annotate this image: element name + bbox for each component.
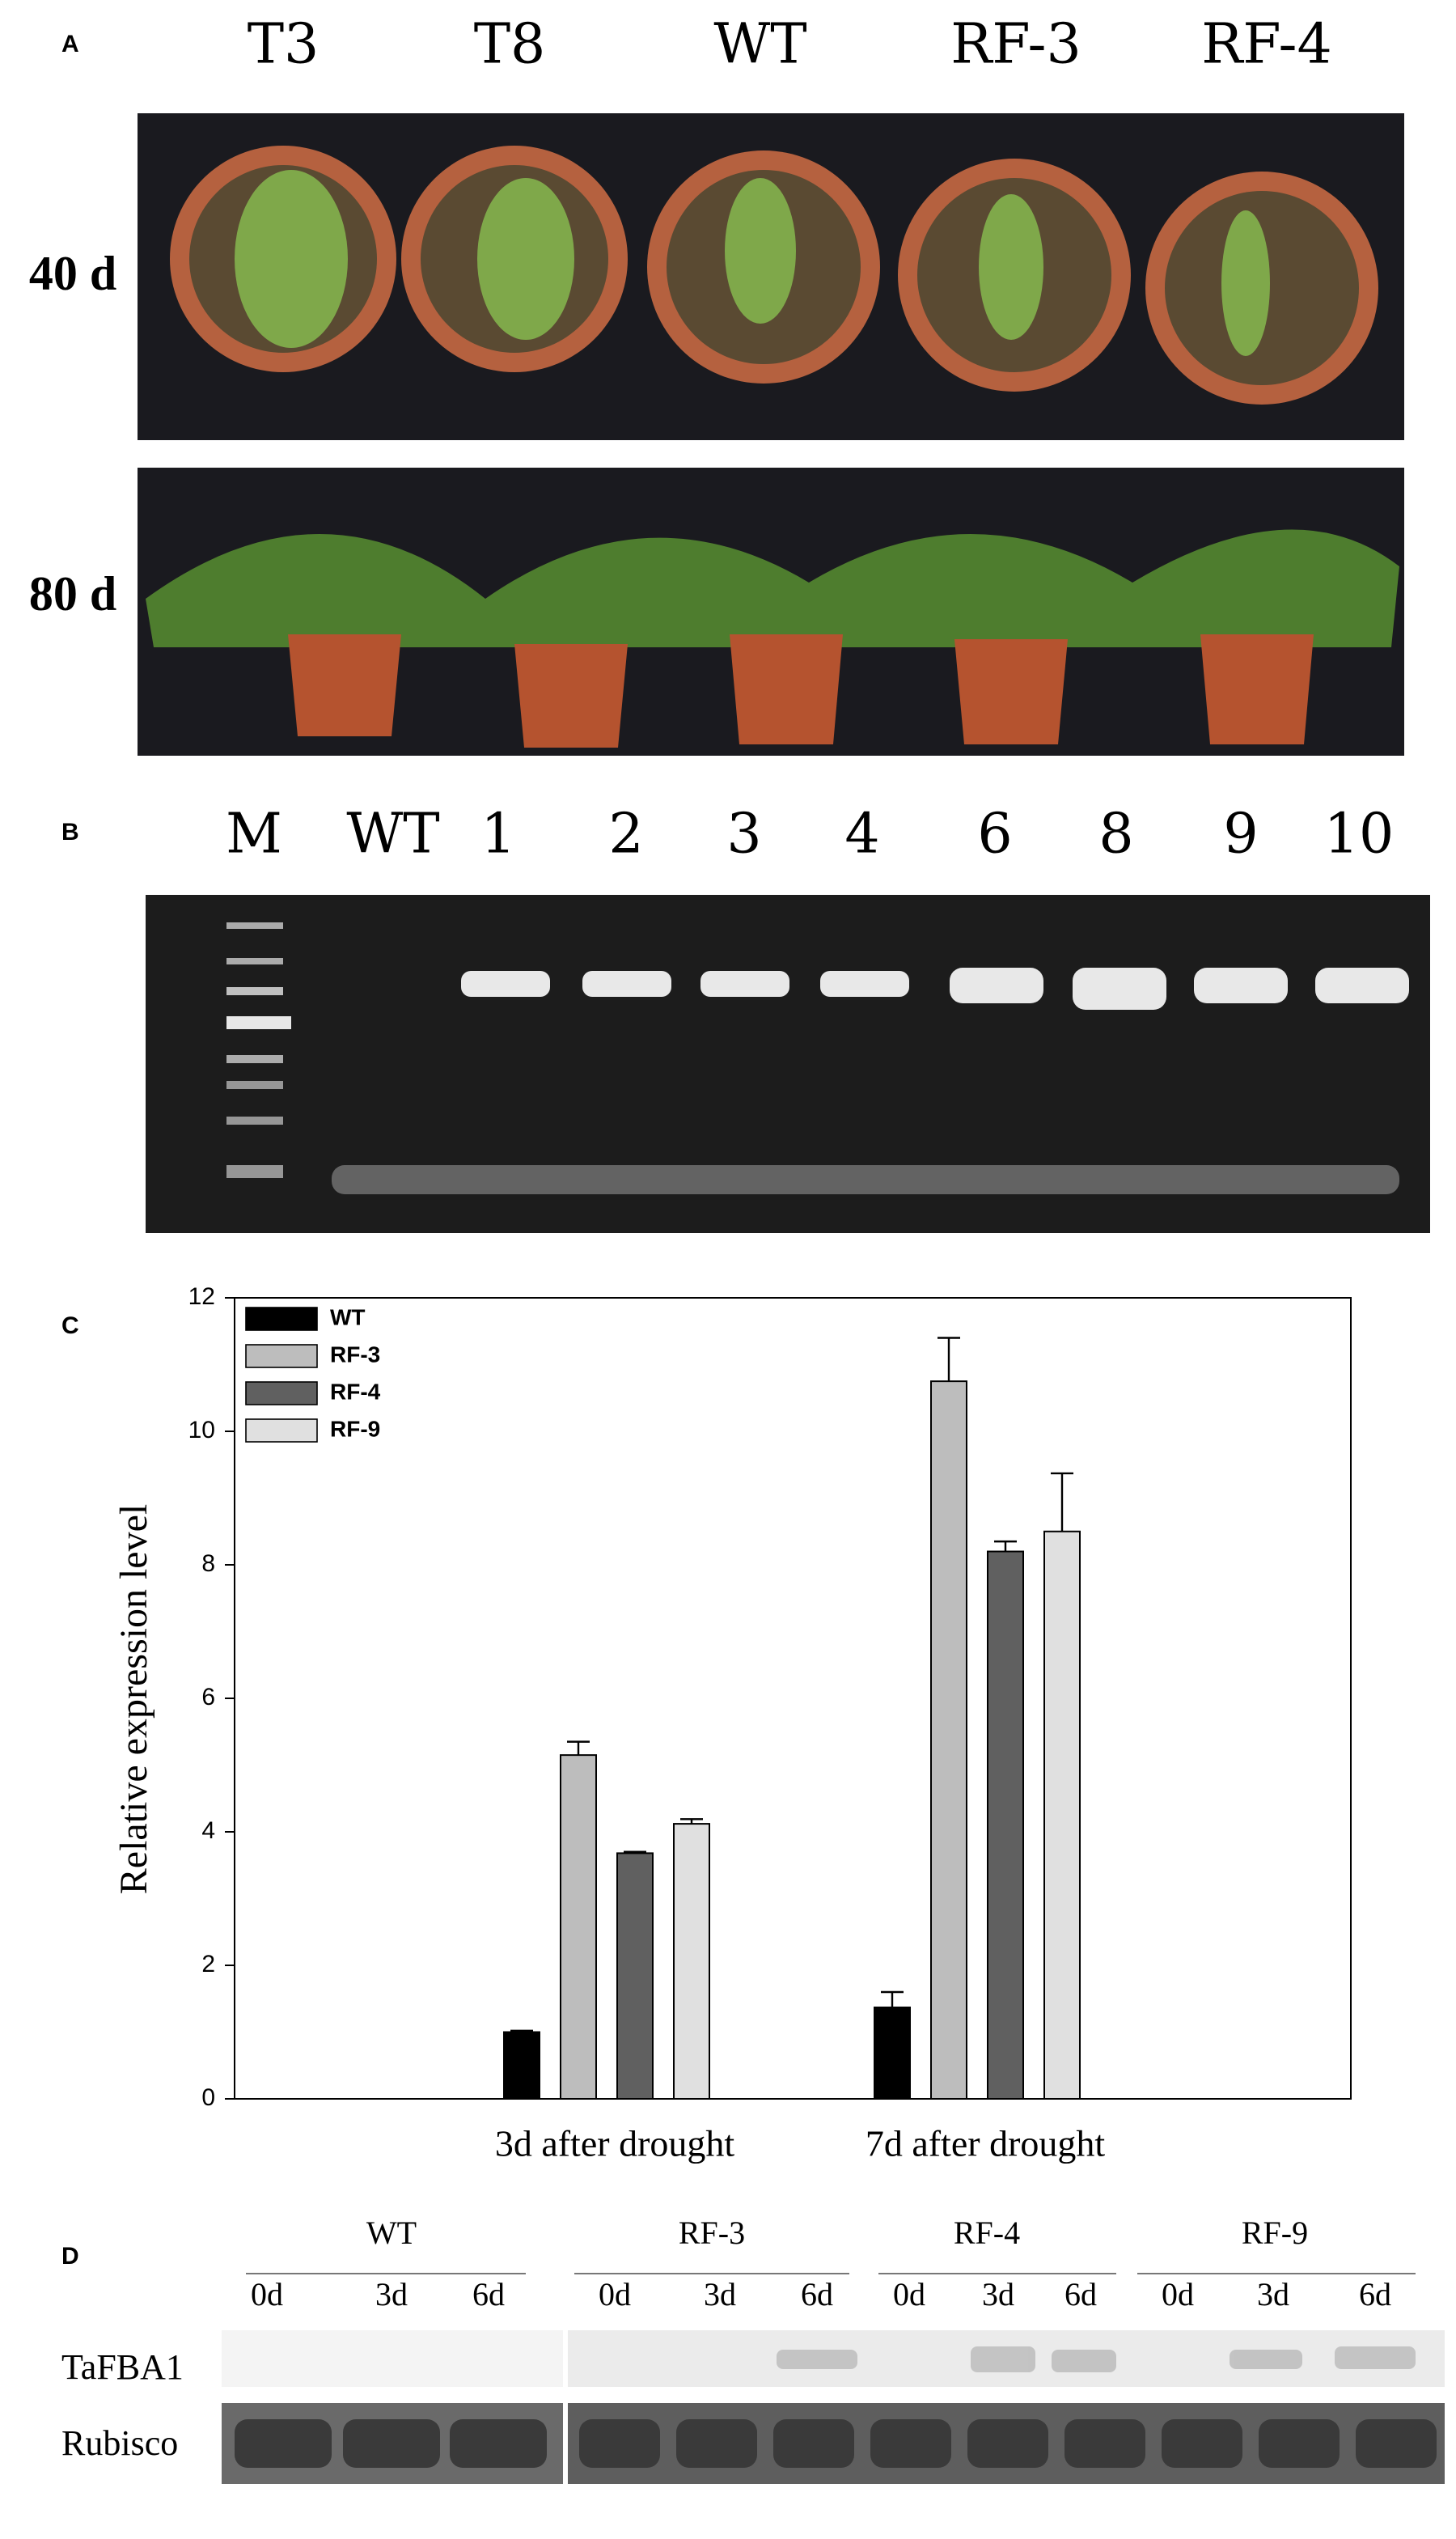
column-label: RF-4: [1201, 13, 1332, 77]
panel-label: A: [61, 31, 79, 57]
error-bar: [510, 2029, 533, 2032]
legend-label: RF-4: [330, 1379, 381, 1404]
column-label: RF-3: [950, 13, 1081, 77]
error-bar: [567, 1740, 590, 1756]
y-tick-label: 2: [201, 1951, 215, 1977]
time-label: 6d: [472, 2276, 505, 2312]
bar: [616, 1852, 654, 2100]
legend-label: RF-3: [330, 1342, 380, 1367]
error-bar: [938, 1337, 960, 1382]
lane-label: 1: [480, 803, 515, 867]
rubisco-bands: [235, 2419, 1437, 2468]
time-label: 3d: [982, 2276, 1014, 2312]
bar: [987, 1550, 1024, 2100]
row-label: 40 d: [29, 247, 116, 300]
y-tick-label: 8: [201, 1550, 215, 1577]
group-label: WT: [366, 2215, 417, 2251]
error-bar: [881, 1990, 904, 2007]
error-bar: [680, 1818, 703, 1825]
y-tick-label: 12: [188, 1283, 215, 1310]
time-label: 0d: [251, 2276, 283, 2312]
bar: [560, 1754, 597, 2100]
bar: [930, 1380, 967, 2100]
time-label: 3d: [704, 2276, 736, 2312]
time-label: 0d: [893, 2276, 925, 2312]
time-label: 6d: [1359, 2276, 1391, 2312]
lane-label: 10: [1324, 803, 1395, 867]
legend-label: RF-9: [330, 1416, 380, 1441]
bar: [874, 2006, 911, 2100]
lane-label: 9: [1223, 803, 1258, 867]
lane-label: 8: [1098, 803, 1133, 867]
blot-bands: [777, 2346, 1416, 2372]
lane-label: M: [226, 803, 282, 867]
y-axis-label: Relative expression level: [112, 1504, 155, 1895]
bar: [503, 2031, 540, 2100]
x-tick-label: 7d after drought: [866, 2123, 1106, 2164]
y-tick-label: 6: [201, 1684, 215, 1710]
column-label: WT: [713, 13, 806, 77]
legend-label: WT: [330, 1304, 366, 1329]
legend-swatch: [245, 1418, 318, 1443]
blot-tafba1-wt: [222, 2330, 563, 2387]
time-label: 6d: [801, 2276, 833, 2312]
pots-80d: [146, 529, 1399, 748]
lane-label: 3: [726, 803, 761, 867]
x-tick-label: 3d after drought: [495, 2123, 735, 2164]
lane-label: 2: [608, 803, 643, 867]
lane-label: WT: [346, 803, 439, 867]
panel-label: C: [61, 1312, 79, 1339]
bar: [673, 1823, 710, 2100]
y-tick-label: 10: [188, 1417, 215, 1443]
y-tick-label: 4: [201, 1817, 215, 1844]
group-label: RF-9: [1242, 2215, 1308, 2251]
time-label: 3d: [375, 2276, 408, 2312]
lane-label: 6: [977, 803, 1012, 867]
panel-label: D: [61, 2243, 79, 2270]
error-bar: [1051, 1472, 1073, 1532]
legend-swatch: [245, 1344, 318, 1368]
pots-40d: [170, 146, 1378, 405]
group-label: RF-3: [679, 2215, 745, 2251]
legend-swatch: [245, 1307, 318, 1331]
bar: [1043, 1530, 1081, 2100]
group-label: RF-4: [954, 2215, 1020, 2251]
legend-swatch: [245, 1381, 318, 1405]
gel-bands: [226, 922, 1409, 1194]
time-label: 6d: [1064, 2276, 1097, 2312]
blot-row-label: Rubisco: [61, 2423, 178, 2463]
lane-label: 4: [844, 803, 879, 867]
time-label: 0d: [1162, 2276, 1194, 2312]
error-bar: [624, 1850, 646, 1854]
row-label: 80 d: [29, 567, 116, 621]
column-label: T8: [474, 13, 546, 77]
time-label: 3d: [1257, 2276, 1289, 2312]
column-label: T3: [248, 13, 320, 77]
error-bar: [994, 1540, 1017, 1552]
gel: [146, 895, 1430, 1233]
plot-frame: [234, 1297, 1352, 2100]
panel-label: B: [61, 819, 79, 846]
time-label: 0d: [599, 2276, 631, 2312]
y-tick-label: 0: [201, 2084, 215, 2111]
blot-row-label: TaFBA1: [61, 2347, 184, 2387]
